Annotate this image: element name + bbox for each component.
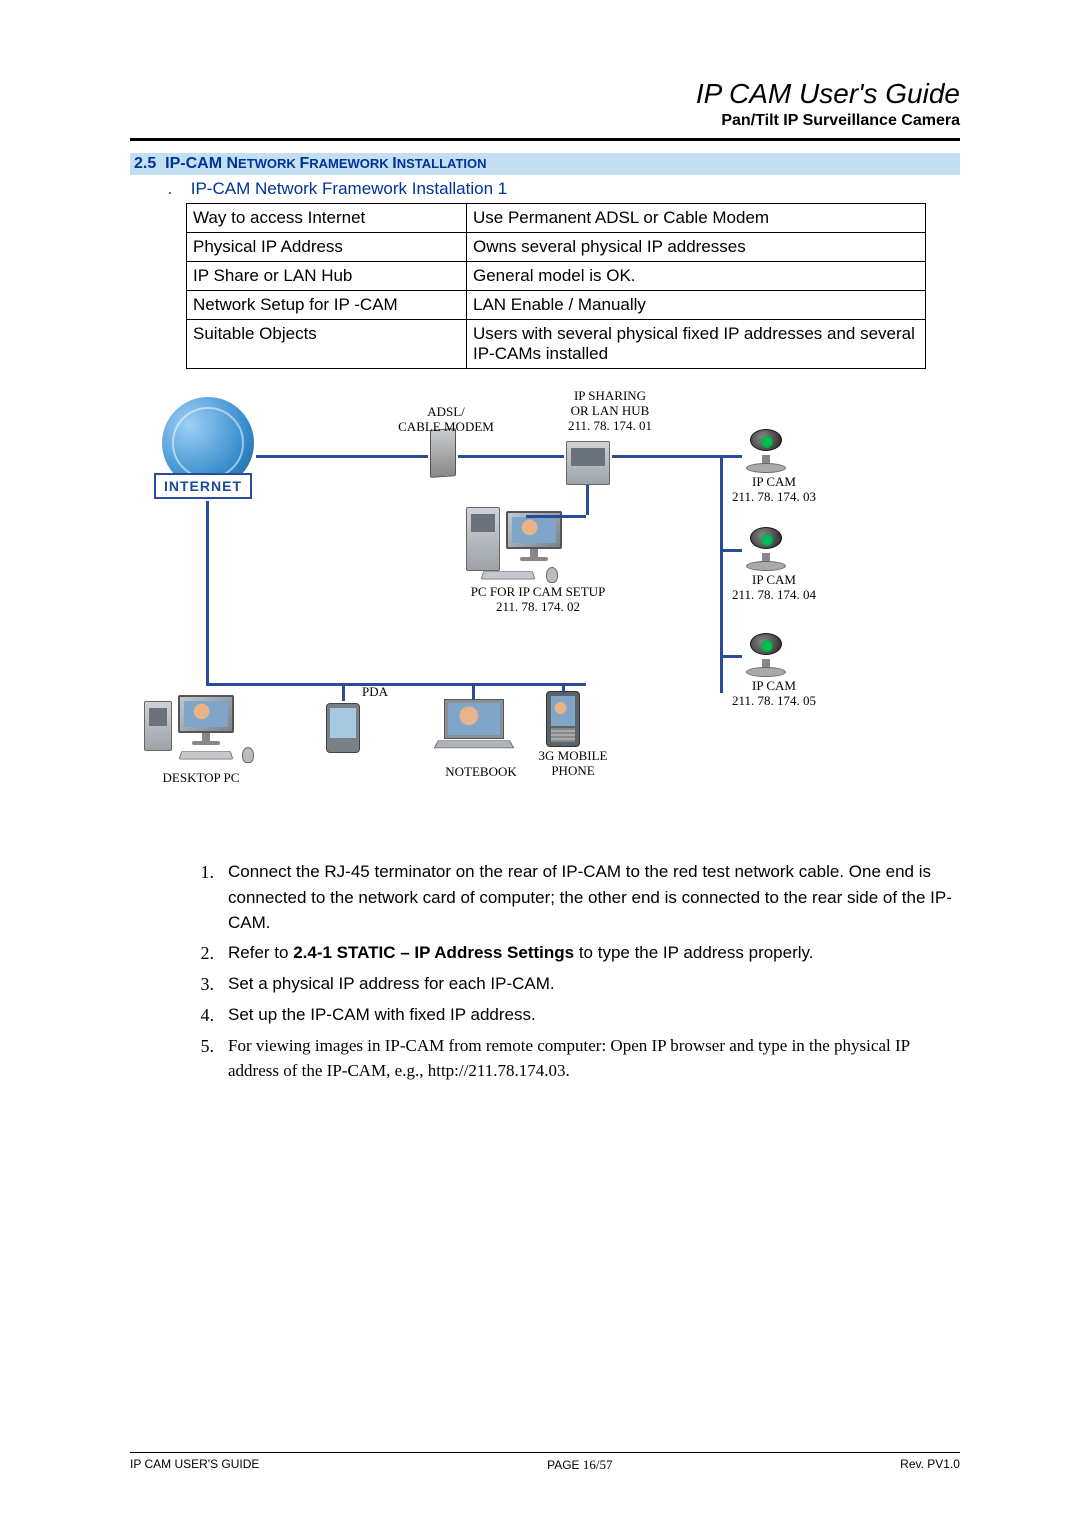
table-row: Network Setup for IP -CAMLAN Enable / Ma… xyxy=(187,291,926,320)
subsection-bullet: . xyxy=(162,179,178,199)
footer-left: IP CAM USER'S GUIDE xyxy=(130,1457,259,1473)
header-rule xyxy=(130,138,960,141)
step-text: Refer to 2.4-1 STATIC – IP Address Setti… xyxy=(228,940,960,967)
list-item: 4.Set up the IP-CAM with fixed IP addres… xyxy=(186,1002,960,1029)
section-number: 2.5 xyxy=(134,155,156,172)
pda-label: PDA xyxy=(350,685,400,700)
list-item: 1.Connect the RJ-45 terminator on the re… xyxy=(186,859,960,936)
page-footer: IP CAM USER'S GUIDE PAGE 16/57 Rev. PV1.… xyxy=(130,1452,960,1473)
section-heading: 2.5 IP-CAM NETWORK FRAMEWORK INSTALLATIO… xyxy=(130,153,960,175)
subsection-title: IP-CAM Network Framework Installation 1 xyxy=(191,179,507,198)
camera-icon xyxy=(740,523,792,571)
steps-list: 1.Connect the RJ-45 terminator on the re… xyxy=(186,859,960,1084)
step-text: Connect the RJ-45 terminator on the rear… xyxy=(228,859,960,936)
desktop-label: DESKTOP PC xyxy=(146,771,256,786)
table-row: IP Share or LAN HubGeneral model is OK. xyxy=(187,262,926,291)
hub-label: IP SHARING OR LAN HUB 211. 78. 174. 01 xyxy=(540,389,680,434)
camera-icon xyxy=(740,425,792,473)
mobile-label: 3G MOBILE PHONE xyxy=(528,749,618,779)
notebook-label: NOTEBOOK xyxy=(436,765,526,780)
pc-tower-icon xyxy=(144,701,172,751)
list-item: 3.Set a physical IP address for each IP-… xyxy=(186,971,960,998)
doc-title: IP CAM User's Guide xyxy=(130,78,960,110)
step-text: For viewing images in IP-CAM from remote… xyxy=(228,1033,960,1084)
footer-right: Rev. PV1.0 xyxy=(900,1457,960,1473)
footer-center: PAGE 16/57 xyxy=(547,1457,612,1473)
cam3-label: IP CAM 211. 78. 174. 05 xyxy=(714,679,834,709)
laptop-icon xyxy=(436,699,512,749)
table-row: Suitable ObjectsUsers with several physi… xyxy=(187,320,926,369)
config-table: Way to access InternetUse Permanent ADSL… xyxy=(186,203,926,369)
list-item: 2.Refer to 2.4-1 STATIC – IP Address Set… xyxy=(186,940,960,967)
step-text: Set up the IP-CAM with fixed IP address. xyxy=(228,1002,960,1029)
list-item: 5.For viewing images in IP-CAM from remo… xyxy=(186,1033,960,1084)
modem-icon xyxy=(430,428,456,478)
table-row: Physical IP AddressOwns several physical… xyxy=(187,233,926,262)
step-text: Set a physical IP address for each IP-CA… xyxy=(228,971,960,998)
keyboard-icon xyxy=(179,751,234,760)
hub-icon xyxy=(566,441,610,485)
network-diagram: INTERNET ADSL/ CABLE MODEM IP SHARING OR… xyxy=(152,389,892,819)
phone-icon xyxy=(546,691,580,747)
subsection-heading: . IP-CAM Network Framework Installation … xyxy=(162,179,960,199)
monitor-icon xyxy=(178,695,234,741)
cam1-label: IP CAM 211. 78. 174. 03 xyxy=(714,475,834,505)
table-row: Way to access InternetUse Permanent ADSL… xyxy=(187,204,926,233)
keyboard-icon xyxy=(481,571,536,580)
doc-subtitle: Pan/Tilt IP Surveillance Camera xyxy=(130,112,960,130)
internet-label: INTERNET xyxy=(154,473,252,499)
modem-label: ADSL/ CABLE MODEM xyxy=(396,405,496,435)
cam2-label: IP CAM 211. 78. 174. 04 xyxy=(714,573,834,603)
mouse-icon xyxy=(546,567,558,583)
pda-icon xyxy=(326,703,360,753)
camera-icon xyxy=(740,629,792,677)
mouse-icon xyxy=(242,747,254,763)
pc-setup-label: PC FOR IP CAM SETUP 211. 78. 174. 02 xyxy=(448,585,628,615)
section-title: IP-CAM NETWORK FRAMEWORK INSTALLATION xyxy=(161,155,487,172)
pc-tower-icon xyxy=(466,507,500,571)
